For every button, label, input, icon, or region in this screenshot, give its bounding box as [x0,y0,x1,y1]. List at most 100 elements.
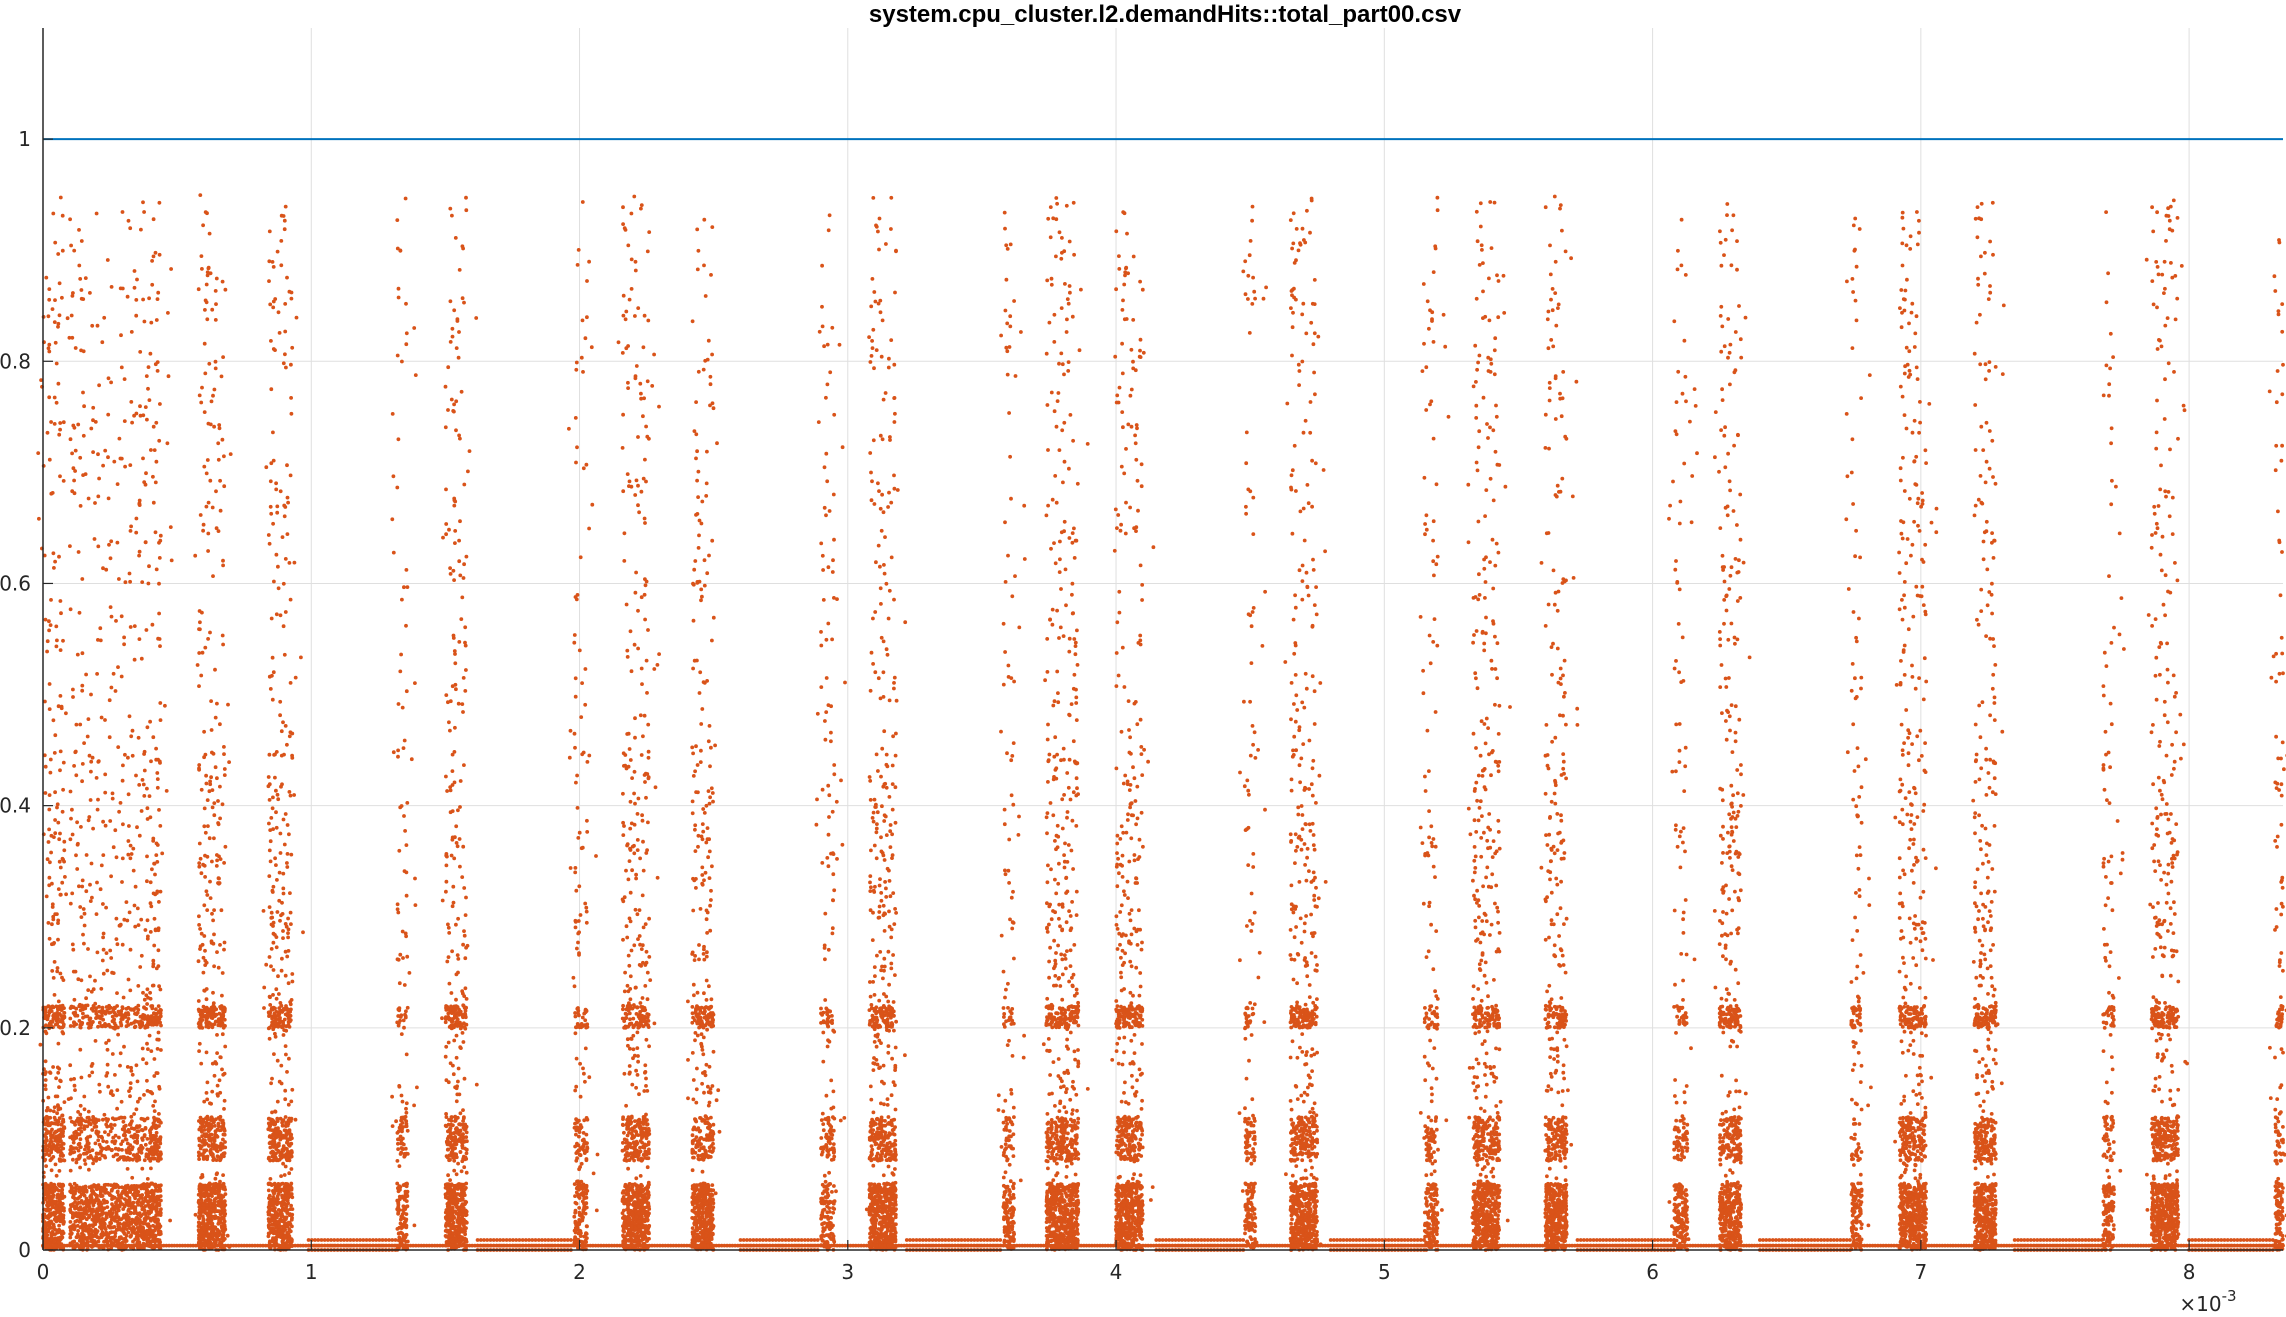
data-point [272,579,276,584]
data-point [71,687,75,692]
data-point [208,879,212,884]
data-point [104,1147,109,1151]
data-point [109,956,114,960]
data-point [151,891,156,896]
data-point [397,848,402,853]
data-point [196,959,201,964]
data-point [268,504,273,509]
data-point [128,856,133,861]
data-point [58,865,63,870]
data-point [106,455,110,460]
data-point [213,667,217,672]
data-point [205,893,210,897]
data-point [403,1219,408,1223]
data-point [49,598,53,602]
data-point [113,1133,118,1138]
data-point [52,1115,57,1120]
data-point [216,529,221,533]
data-point [156,1004,161,1008]
data-point [43,791,48,795]
data-point [55,966,60,970]
data-point [453,682,458,687]
data-point [87,1167,91,1172]
data-point [211,393,215,398]
data-point [147,296,152,301]
data-point [154,420,159,425]
data-point [221,558,225,563]
data-point [128,1081,133,1085]
data-point [71,1223,76,1227]
data-point [153,1099,157,1104]
data-point [81,1201,86,1206]
data-point [115,991,119,995]
data-point [125,918,130,923]
data-point [135,1192,140,1197]
data-point [51,1065,55,1069]
data-point [281,817,286,822]
data-point [148,719,153,724]
data-point [150,622,155,627]
data-point [202,729,207,734]
data-point [52,993,57,997]
data-point [221,1206,226,1211]
data-point [100,1013,104,1018]
data-point [132,285,137,290]
data-point [43,1190,47,1195]
data-point [210,1233,215,1238]
data-point [197,1049,202,1053]
data-point [76,1229,80,1233]
data-point [206,531,211,536]
data-point [268,828,273,832]
data-point [60,1192,64,1197]
data-point [270,1149,275,1154]
data-point [149,448,153,452]
data-point [283,1128,288,1133]
data-point [274,1151,278,1156]
data-point [102,315,107,320]
data-point [217,1238,222,1242]
data-point [214,1117,218,1122]
data-point [139,1143,144,1148]
data-point [134,1234,139,1239]
data-point [202,903,207,908]
data-point [138,1222,142,1226]
data-point [145,918,150,923]
data-point [110,791,115,796]
data-point [120,1185,124,1190]
data-point [54,624,59,629]
data-point [84,1188,89,1193]
data-point [157,581,161,586]
data-point [116,1032,120,1037]
data-point [288,891,292,895]
data-point [90,1006,95,1011]
data-point [203,1238,208,1243]
data-point [273,1006,277,1011]
data-point [396,437,401,442]
data-point [279,1174,283,1178]
data-point [145,1078,149,1083]
data-point [214,864,219,868]
data-point [113,828,118,833]
data-point [280,1119,285,1123]
data-point [88,1233,93,1238]
data-point [216,799,220,803]
data-point [404,568,409,572]
data-point [87,1185,92,1190]
data-point [58,831,62,836]
data-point [267,674,272,679]
data-point [452,503,457,508]
data-point [286,931,290,935]
data-point [266,533,271,537]
data-point [275,878,279,882]
data-point [92,1239,97,1243]
data-point [277,1129,282,1134]
data-point [58,892,63,897]
data-point [105,1062,110,1067]
data-point [212,424,217,429]
data-point [142,1005,146,1010]
data-point [283,204,288,209]
data-point [395,218,400,223]
data-point [56,1103,60,1108]
data-point [145,1041,149,1046]
data-point [269,816,274,820]
